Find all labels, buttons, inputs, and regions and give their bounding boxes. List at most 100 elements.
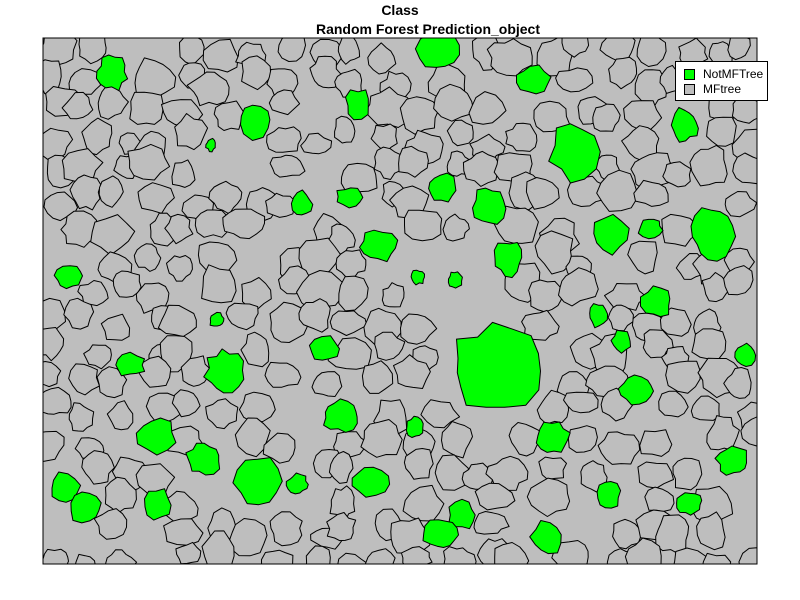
notmftree-crown — [209, 311, 225, 327]
mftree-crown — [180, 355, 212, 387]
notmftree-crown — [203, 348, 245, 394]
notmftree-crown — [493, 242, 523, 279]
notmftree-crown — [714, 445, 747, 476]
notmftree-crown — [548, 123, 601, 184]
mftree-crown — [334, 115, 356, 144]
mftree-crown — [213, 100, 245, 131]
mftree-crown — [443, 546, 477, 564]
notmftree-crown — [535, 421, 571, 453]
mftree-crown — [434, 454, 469, 491]
notmftree-crown — [610, 329, 631, 354]
notmftree-crown — [70, 491, 102, 524]
legend-swatch-notmftree — [684, 68, 695, 80]
notmftree-crown — [516, 64, 552, 95]
mftree-crown — [81, 450, 115, 485]
mftree-crown — [627, 240, 658, 275]
mftree-crown — [338, 275, 369, 312]
mftree-crown — [326, 512, 357, 542]
mftree-crown — [83, 344, 112, 370]
mftree-crown — [400, 546, 433, 564]
mftree-crown — [337, 552, 368, 564]
mftree-crown — [201, 264, 237, 304]
mftree-crown — [205, 398, 239, 430]
mftree-crown — [528, 279, 563, 313]
mftree-crown — [100, 313, 131, 341]
mftree-crown — [175, 541, 202, 564]
mftree-crown — [624, 537, 662, 564]
mftree-crown — [240, 331, 270, 368]
mftree-crown — [61, 91, 94, 120]
mftree-crown — [403, 448, 434, 480]
mftree-crown — [266, 126, 302, 153]
mftree-crown — [164, 213, 194, 245]
mftree-crown — [738, 547, 757, 564]
mftree-crown — [597, 431, 641, 465]
mftree-crown — [706, 116, 737, 147]
mftree-crown — [442, 213, 470, 242]
mftree-crown — [689, 144, 728, 187]
mftree-crown — [43, 127, 74, 160]
mftree-crown — [563, 391, 599, 414]
mftree-crown — [335, 249, 367, 279]
mftree-crown — [238, 391, 276, 423]
legend-item-mftree: MFtree — [684, 82, 741, 96]
notmftree-crown — [115, 351, 146, 377]
notmftree-crown — [422, 519, 459, 548]
mftree-crown — [78, 38, 107, 65]
notmftree-crown — [472, 187, 507, 225]
notmftree-crown — [670, 106, 699, 143]
mftree-crown — [404, 209, 443, 242]
legend-swatch-mftree — [684, 83, 695, 95]
mftree-crown — [727, 38, 751, 61]
mftree-crown — [98, 175, 124, 208]
mftree-crown — [261, 549, 294, 564]
notmftree-crown — [359, 229, 399, 263]
notmftree-crown — [240, 104, 271, 141]
notmftree-crown — [144, 488, 172, 521]
mftree-crown — [106, 400, 134, 431]
mftree-crown — [658, 390, 689, 418]
mftree-crown — [90, 214, 136, 256]
mftree-crown — [81, 117, 113, 156]
mftree-crown — [696, 511, 726, 551]
mftree-crown — [138, 355, 172, 388]
mftree-crown — [473, 511, 510, 535]
mftree-crown — [607, 304, 634, 332]
mftree-crown — [43, 430, 65, 462]
mftree-crown — [269, 511, 303, 547]
mftree-crown — [420, 399, 461, 429]
mftree-crown — [201, 530, 235, 564]
mftree-crown — [329, 485, 356, 521]
notmftree-crown — [185, 442, 221, 476]
mftree-crown — [137, 182, 175, 214]
mftree-crown — [234, 417, 271, 458]
notmftree-crown — [53, 265, 83, 290]
mftree-crown — [163, 518, 204, 546]
mftree-crown — [740, 416, 757, 447]
legend: NotMFTree MFtree — [675, 61, 768, 101]
mftree-crown — [277, 38, 306, 62]
mftree-crown — [706, 415, 740, 451]
notmftree-crown — [447, 271, 463, 289]
mftree-crown — [43, 327, 65, 362]
notmftree-crown — [593, 213, 630, 256]
map-title: Class — [381, 2, 419, 18]
mftree-crown — [723, 367, 752, 399]
mftree-crown — [373, 146, 404, 180]
mftree-crown — [393, 354, 431, 389]
mftree-crown — [329, 310, 368, 336]
mftree-crown — [636, 38, 667, 67]
mftree-crown — [171, 389, 201, 418]
mftree-crown — [361, 360, 394, 394]
mftree-crown — [133, 243, 162, 272]
mftree-crown — [494, 542, 530, 564]
mftree-crown — [702, 552, 732, 564]
notmftree-crown — [690, 207, 737, 262]
notmftree-crown — [589, 303, 609, 329]
map-panel-frame — [42, 37, 758, 565]
mftree-crown — [561, 38, 590, 58]
mftree-crown — [732, 152, 757, 185]
notmftree-crown — [617, 374, 654, 406]
mftree-crown — [298, 298, 331, 333]
mftree-crown — [174, 113, 209, 151]
